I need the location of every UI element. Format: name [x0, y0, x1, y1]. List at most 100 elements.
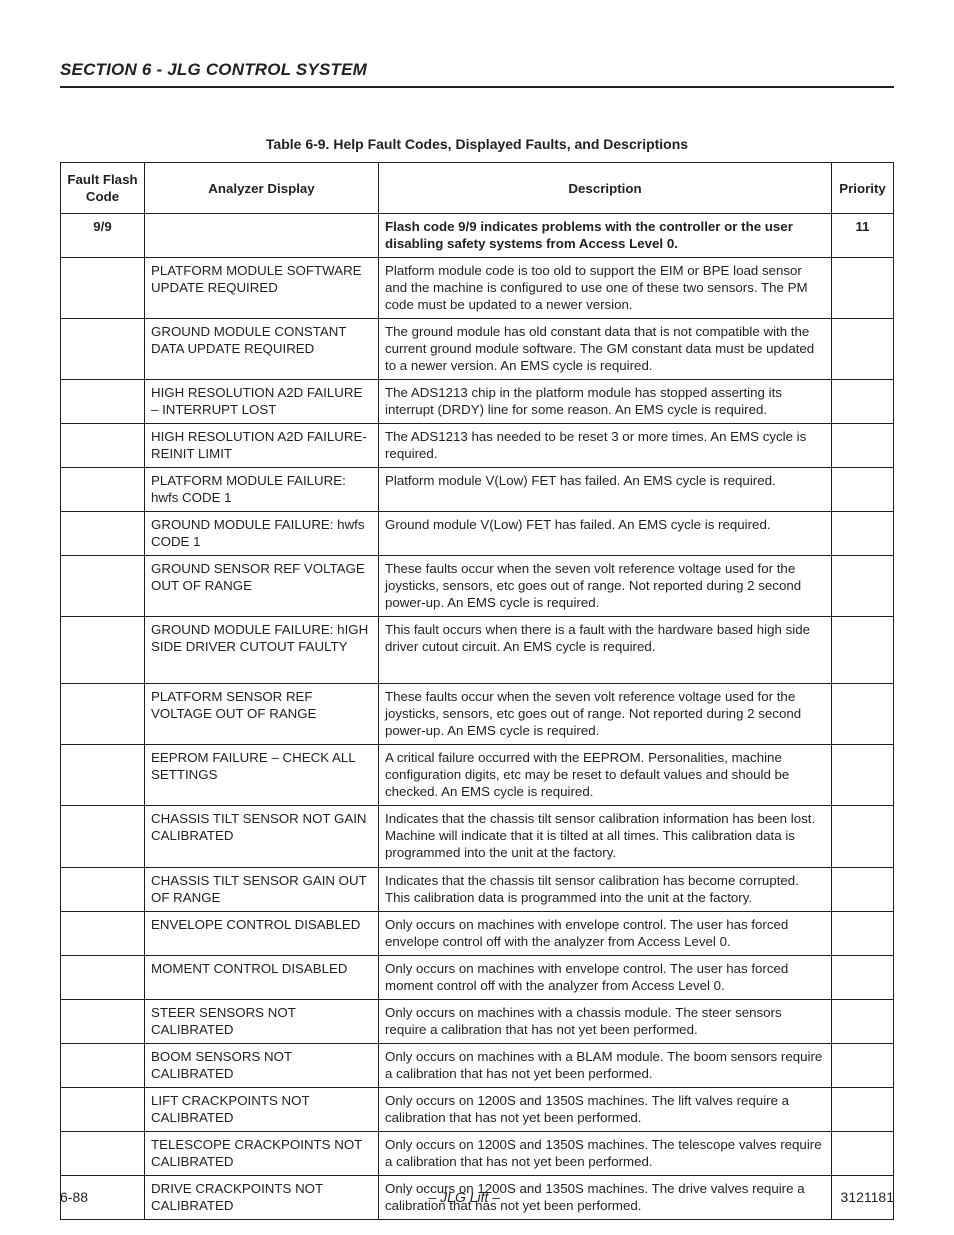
analyzer-display-cell: HIGH RESOLUTION A2D FAILURE – INTERRUPT …	[145, 380, 379, 424]
table-row: ENVELOPE CONTROL DISABLEDOnly occurs on …	[61, 911, 894, 955]
analyzer-display-cell: GROUND MODULE CONSTANT DATA UPDATE REQUI…	[145, 319, 379, 380]
priority-cell-blank	[832, 955, 894, 999]
code-cell-blank	[61, 512, 145, 556]
description-cell: Only occurs on 1200S and 1350S machines.…	[379, 1131, 832, 1175]
code-cell-blank	[61, 556, 145, 617]
table-row: CHASSIS TILT SENSOR GAIN OUT OF RANGEInd…	[61, 867, 894, 911]
table-row: GROUND MODULE FAILURE: hwfs CODE 1Ground…	[61, 512, 894, 556]
table-header-row: Fault Flash Code Analyzer Display Descri…	[61, 163, 894, 214]
priority-cell-blank	[832, 684, 894, 745]
fault-codes-table: Fault Flash Code Analyzer Display Descri…	[60, 162, 894, 1220]
analyzer-display-cell: TELESCOPE CRACKPOINTS NOT CALIBRATED	[145, 1131, 379, 1175]
table-row: PLATFORM MODULE FAILURE: hwfs CODE 1Plat…	[61, 468, 894, 512]
table-row: STEER SENSORS NOT CALIBRATEDOnly occurs …	[61, 999, 894, 1043]
page-footer: 6-88 – JLG Lift – 3121181	[60, 1189, 894, 1205]
code-cell-blank	[61, 684, 145, 745]
description-cell: The ADS1213 chip in the platform module …	[379, 380, 832, 424]
col-header-code: Fault Flash Code	[61, 163, 145, 214]
analyzer-display-cell: STEER SENSORS NOT CALIBRATED	[145, 999, 379, 1043]
table-row: PLATFORM SENSOR REF VOLTAGE OUT OF RANGE…	[61, 684, 894, 745]
group-display	[145, 214, 379, 258]
priority-cell-blank	[832, 867, 894, 911]
analyzer-display-cell: PLATFORM MODULE SOFTWARE UPDATE REQUIRED	[145, 258, 379, 319]
code-cell-blank	[61, 955, 145, 999]
table-row: CHASSIS TILT SENSOR NOT GAIN CALIBRATEDI…	[61, 806, 894, 867]
footer-doc-number: 3121181	[841, 1189, 894, 1205]
priority-cell-blank	[832, 911, 894, 955]
priority-cell-blank	[832, 512, 894, 556]
priority-cell-blank	[832, 1131, 894, 1175]
priority-cell-blank	[832, 380, 894, 424]
group-priority: 11	[832, 214, 894, 258]
code-cell-blank	[61, 867, 145, 911]
footer-page-number: 6-88	[60, 1189, 88, 1205]
code-cell-blank	[61, 258, 145, 319]
analyzer-display-cell: BOOM SENSORS NOT CALIBRATED	[145, 1043, 379, 1087]
description-cell: These faults occur when the seven volt r…	[379, 556, 832, 617]
group-header-row: 9/9 Flash code 9/9 indicates problems wit…	[61, 214, 894, 258]
table-row: LIFT CRACKPOINTS NOT CALIBRATEDOnly occu…	[61, 1087, 894, 1131]
code-cell-blank	[61, 1087, 145, 1131]
description-cell: Only occurs on machines with envelope co…	[379, 911, 832, 955]
code-cell-blank	[61, 468, 145, 512]
analyzer-display-cell: EEPROM FAILURE – CHECK ALL SETTINGS	[145, 745, 379, 806]
priority-cell-blank	[832, 424, 894, 468]
priority-cell-blank	[832, 745, 894, 806]
description-cell: Only occurs on machines with a BLAM modu…	[379, 1043, 832, 1087]
code-cell-blank	[61, 745, 145, 806]
description-cell: Indicates that the chassis tilt sensor c…	[379, 806, 832, 867]
description-cell: This fault occurs when there is a fault …	[379, 617, 832, 684]
table-row: GROUND MODULE CONSTANT DATA UPDATE REQUI…	[61, 319, 894, 380]
col-header-priority: Priority	[832, 163, 894, 214]
description-cell: Only occurs on machines with a chassis m…	[379, 999, 832, 1043]
priority-cell-blank	[832, 319, 894, 380]
analyzer-display-cell: GROUND MODULE FAILURE: hwfs CODE 1	[145, 512, 379, 556]
table-row: GROUND MODULE FAILURE: hIGH SIDE DRIVER …	[61, 617, 894, 684]
priority-cell-blank	[832, 1043, 894, 1087]
code-cell-blank	[61, 999, 145, 1043]
table-row: HIGH RESOLUTION A2D FAILURE – INTERRUPT …	[61, 380, 894, 424]
code-cell-blank	[61, 1131, 145, 1175]
description-cell: Only occurs on 1200S and 1350S machines.…	[379, 1087, 832, 1131]
table-row: PLATFORM MODULE SOFTWARE UPDATE REQUIRED…	[61, 258, 894, 319]
table-row: EEPROM FAILURE – CHECK ALL SETTINGSA cri…	[61, 745, 894, 806]
group-description: Flash code 9/9 indicates problems with t…	[379, 214, 832, 258]
code-cell-blank	[61, 617, 145, 684]
priority-cell-blank	[832, 468, 894, 512]
description-cell: Ground module V(Low) FET has failed. An …	[379, 512, 832, 556]
description-cell: The ground module has old constant data …	[379, 319, 832, 380]
code-cell-blank	[61, 1043, 145, 1087]
col-header-description: Description	[379, 163, 832, 214]
priority-cell-blank	[832, 617, 894, 684]
footer-title: – JLG Lift –	[428, 1189, 500, 1205]
code-cell-blank	[61, 806, 145, 867]
analyzer-display-cell: CHASSIS TILT SENSOR NOT GAIN CALIBRATED	[145, 806, 379, 867]
description-cell: The ADS1213 has needed to be reset 3 or …	[379, 424, 832, 468]
description-cell: Platform module code is too old to suppo…	[379, 258, 832, 319]
table-caption: Table 6-9. Help Fault Codes, Displayed F…	[60, 136, 894, 152]
priority-cell-blank	[832, 556, 894, 617]
analyzer-display-cell: ENVELOPE CONTROL DISABLED	[145, 911, 379, 955]
description-cell: A critical failure occurred with the EEP…	[379, 745, 832, 806]
table-row: BOOM SENSORS NOT CALIBRATEDOnly occurs o…	[61, 1043, 894, 1087]
code-cell-blank	[61, 911, 145, 955]
code-cell-blank	[61, 319, 145, 380]
table-row: HIGH RESOLUTION A2D FAILURE-REINIT LIMIT…	[61, 424, 894, 468]
analyzer-display-cell: HIGH RESOLUTION A2D FAILURE-REINIT LIMIT	[145, 424, 379, 468]
group-code: 9/9	[61, 214, 145, 258]
analyzer-display-cell: PLATFORM MODULE FAILURE: hwfs CODE 1	[145, 468, 379, 512]
analyzer-display-cell: MOMENT CONTROL DISABLED	[145, 955, 379, 999]
table-row: TELESCOPE CRACKPOINTS NOT CALIBRATEDOnly…	[61, 1131, 894, 1175]
description-cell: These faults occur when the seven volt r…	[379, 684, 832, 745]
analyzer-display-cell: GROUND SENSOR REF VOLTAGE OUT OF RANGE	[145, 556, 379, 617]
section-header: SECTION 6 - JLG CONTROL SYSTEM	[60, 60, 894, 88]
table-row: MOMENT CONTROL DISABLEDOnly occurs on ma…	[61, 955, 894, 999]
code-cell-blank	[61, 424, 145, 468]
description-cell: Indicates that the chassis tilt sensor c…	[379, 867, 832, 911]
code-cell-blank	[61, 380, 145, 424]
analyzer-display-cell: PLATFORM SENSOR REF VOLTAGE OUT OF RANGE	[145, 684, 379, 745]
analyzer-display-cell: CHASSIS TILT SENSOR GAIN OUT OF RANGE	[145, 867, 379, 911]
priority-cell-blank	[832, 1087, 894, 1131]
priority-cell-blank	[832, 806, 894, 867]
description-cell: Only occurs on machines with envelope co…	[379, 955, 832, 999]
